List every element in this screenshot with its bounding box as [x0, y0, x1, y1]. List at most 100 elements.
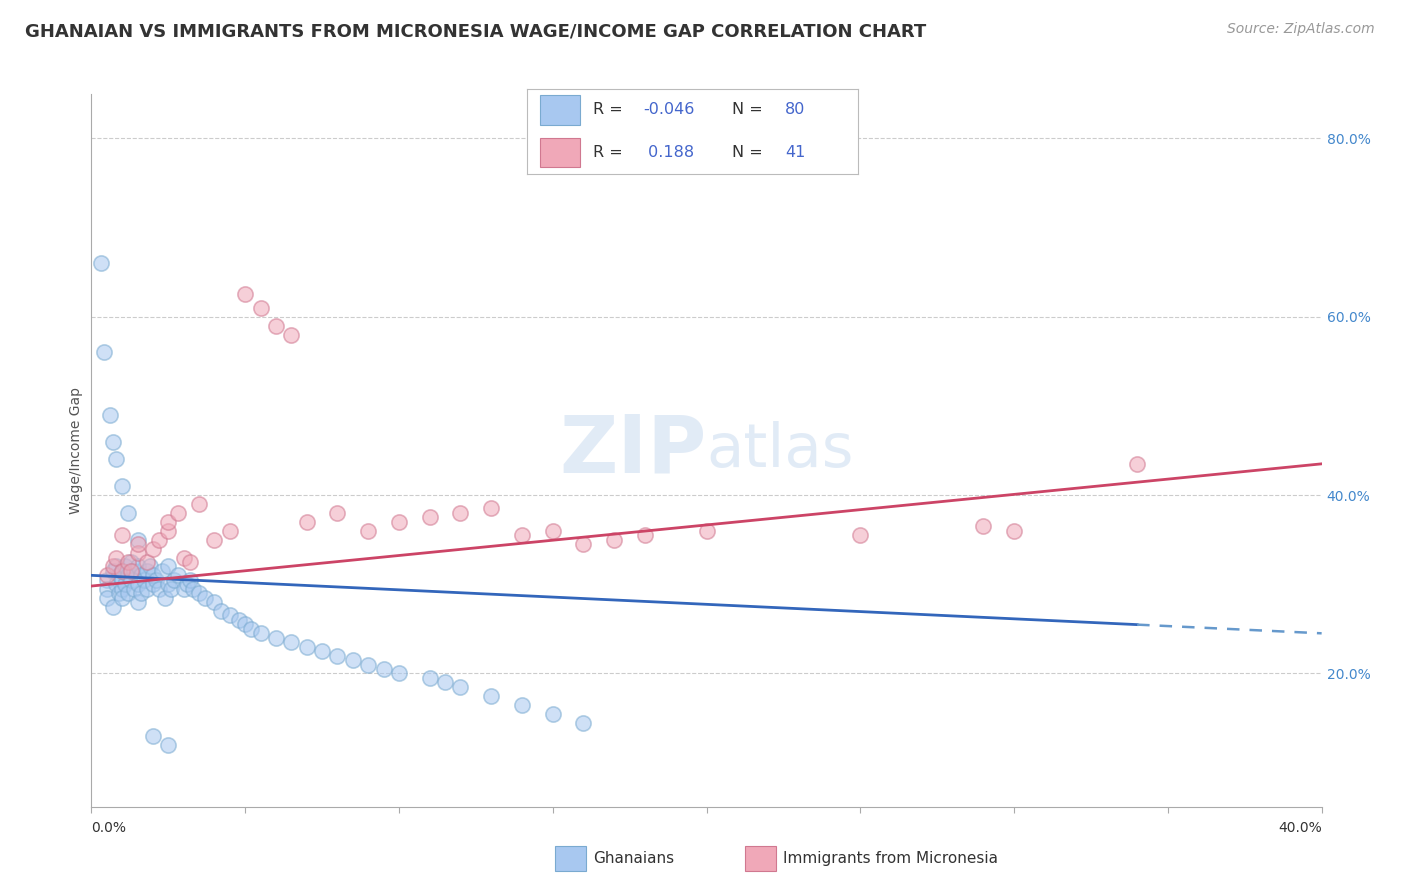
Point [449, 680, 471, 694]
Text: R =: R = [593, 103, 628, 118]
Point [120, 564, 142, 578]
Point [419, 510, 441, 524]
Point [849, 528, 872, 542]
Point [173, 550, 195, 565]
Point [181, 582, 204, 596]
Point [145, 573, 167, 587]
Point [157, 559, 180, 574]
Point [510, 698, 533, 712]
Point [101, 559, 124, 574]
Point [111, 564, 134, 578]
Point [240, 622, 263, 636]
Point [148, 533, 170, 547]
Point [150, 564, 173, 578]
Point [173, 582, 195, 596]
Point [129, 568, 152, 582]
Point [93, 345, 115, 359]
Point [127, 595, 149, 609]
Point [135, 555, 157, 569]
Point [1126, 457, 1149, 471]
Point [117, 568, 139, 582]
Bar [540, 95, 581, 125]
Point [148, 582, 170, 596]
Text: atlas: atlas [706, 421, 853, 480]
Text: ZIP: ZIP [560, 411, 706, 490]
Point [479, 689, 502, 703]
Point [157, 524, 180, 538]
Point [142, 568, 165, 582]
Point [264, 318, 287, 333]
Point [157, 738, 180, 752]
Point [157, 515, 180, 529]
Text: -0.046: -0.046 [643, 103, 695, 118]
Point [132, 573, 155, 587]
Point [228, 613, 250, 627]
Point [249, 301, 271, 315]
Point [120, 555, 142, 569]
Point [388, 666, 411, 681]
Point [163, 573, 186, 587]
Point [280, 327, 302, 342]
Point [98, 408, 121, 422]
Point [111, 582, 134, 596]
Point [160, 582, 183, 596]
Point [111, 528, 134, 542]
Point [111, 573, 134, 587]
Point [105, 577, 127, 591]
Point [179, 555, 201, 569]
Point [105, 559, 127, 574]
Point [111, 564, 134, 578]
Point [117, 506, 139, 520]
Point [157, 577, 180, 591]
Point [142, 729, 165, 743]
Point [111, 591, 134, 605]
Point [135, 564, 157, 578]
Point [105, 550, 127, 565]
Point [124, 582, 146, 596]
Point [218, 524, 240, 538]
Point [249, 626, 271, 640]
Point [280, 635, 302, 649]
Point [264, 631, 287, 645]
Point [357, 657, 380, 672]
Point [326, 648, 349, 663]
Point [101, 434, 124, 449]
Point [127, 537, 149, 551]
Point [541, 706, 564, 721]
Point [434, 675, 457, 690]
Point [388, 515, 411, 529]
Point [972, 519, 994, 533]
Point [449, 506, 471, 520]
Point [572, 715, 595, 730]
Point [209, 604, 232, 618]
Point [202, 533, 225, 547]
Point [117, 586, 139, 600]
Point [1002, 524, 1025, 538]
Point [127, 546, 149, 560]
Y-axis label: Wage/Income Gap: Wage/Income Gap [69, 387, 83, 514]
Point [90, 256, 112, 270]
Point [188, 586, 211, 600]
Point [357, 524, 380, 538]
Bar [540, 137, 581, 167]
Point [142, 541, 165, 556]
Point [233, 287, 256, 301]
Point [541, 524, 564, 538]
Point [124, 564, 146, 578]
Point [127, 577, 149, 591]
Point [96, 591, 118, 605]
Text: N =: N = [733, 145, 768, 160]
Point [603, 533, 626, 547]
Point [166, 506, 188, 520]
Point [696, 524, 718, 538]
Text: 0.0%: 0.0% [91, 821, 127, 835]
Point [342, 653, 364, 667]
Point [202, 595, 225, 609]
Text: Immigrants from Micronesia: Immigrants from Micronesia [783, 851, 998, 865]
Point [419, 671, 441, 685]
Point [101, 599, 124, 614]
Point [326, 506, 349, 520]
Text: GHANAIAN VS IMMIGRANTS FROM MICRONESIA WAGE/INCOME GAP CORRELATION CHART: GHANAIAN VS IMMIGRANTS FROM MICRONESIA W… [25, 22, 927, 40]
Text: 41: 41 [785, 145, 806, 160]
Point [166, 568, 188, 582]
